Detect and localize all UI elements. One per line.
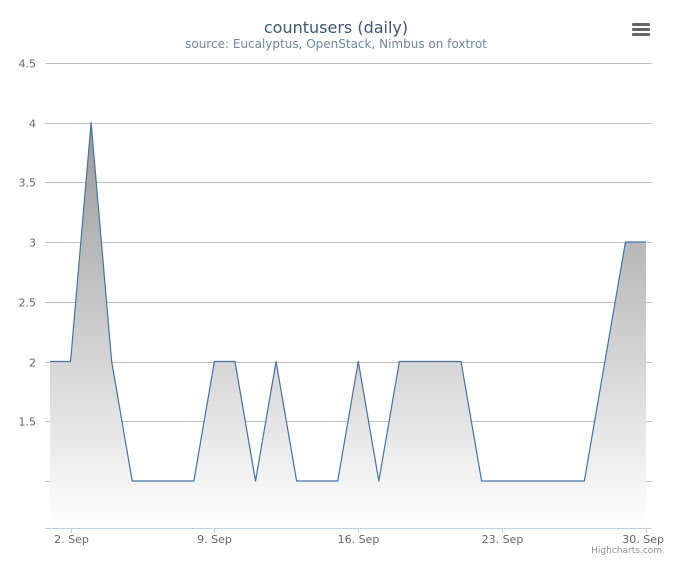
data-point[interactable] [393, 356, 405, 368]
data-point[interactable] [126, 475, 138, 487]
data-point[interactable] [167, 475, 179, 487]
data-point[interactable] [44, 356, 56, 368]
series-area-fill [50, 122, 646, 528]
x-tick-label: 30. Sep [622, 533, 664, 546]
data-point[interactable] [476, 475, 488, 487]
grid-lines [45, 63, 652, 482]
data-point[interactable] [578, 475, 590, 487]
data-point[interactable] [455, 356, 467, 368]
data-point[interactable] [537, 475, 549, 487]
y-tick-label: 3.5 [19, 177, 37, 190]
credits-link[interactable]: Highcharts.com [591, 546, 662, 556]
data-point[interactable] [373, 475, 385, 487]
data-point[interactable] [332, 475, 344, 487]
data-point[interactable] [599, 356, 611, 368]
data-point[interactable] [147, 475, 159, 487]
x-tick-label: 2. Sep [54, 533, 89, 546]
data-point[interactable] [270, 356, 282, 368]
data-point[interactable] [619, 236, 631, 248]
chart-subtitle: source: Eucalyptus, OpenStack, Nimbus on… [185, 37, 487, 51]
y-tick-labels: 1.5 2 2.5 3 3.5 4 4.5 [19, 58, 37, 429]
y-tick-label: 1.5 [19, 416, 37, 429]
data-point[interactable] [558, 475, 570, 487]
export-menu-button[interactable] [632, 22, 650, 38]
data-point[interactable] [65, 356, 77, 368]
hamburger-menu-icon [632, 23, 650, 36]
data-point[interactable] [496, 475, 508, 487]
data-point[interactable] [517, 475, 529, 487]
data-point[interactable] [229, 356, 241, 368]
x-axis: 2. Sep 9. Sep 16. Sep 23. Sep 30. Sep [45, 528, 664, 546]
data-point[interactable] [188, 475, 200, 487]
y-tick-label: 2 [29, 357, 36, 370]
data-point[interactable] [414, 356, 426, 368]
y-tick-label: 4.5 [19, 58, 37, 71]
series-line [50, 121, 646, 482]
x-tick-label: 23. Sep [482, 533, 524, 546]
data-point[interactable] [291, 475, 303, 487]
data-point[interactable] [640, 236, 652, 248]
data-point[interactable] [85, 117, 97, 129]
data-point[interactable] [250, 475, 262, 487]
series-area [44, 117, 652, 528]
y-tick-label: 2.5 [19, 297, 37, 310]
data-point[interactable] [311, 475, 323, 487]
x-tick-label: 16. Sep [338, 533, 380, 546]
y-tick-label: 3 [29, 237, 36, 250]
x-tick-label: 9. Sep [197, 533, 232, 546]
data-point[interactable] [106, 356, 118, 368]
y-tick-label: 4 [29, 118, 36, 131]
data-point[interactable] [208, 356, 220, 368]
data-point[interactable] [352, 356, 364, 368]
chart-title: countusers (daily) [264, 18, 408, 37]
data-point[interactable] [434, 356, 446, 368]
